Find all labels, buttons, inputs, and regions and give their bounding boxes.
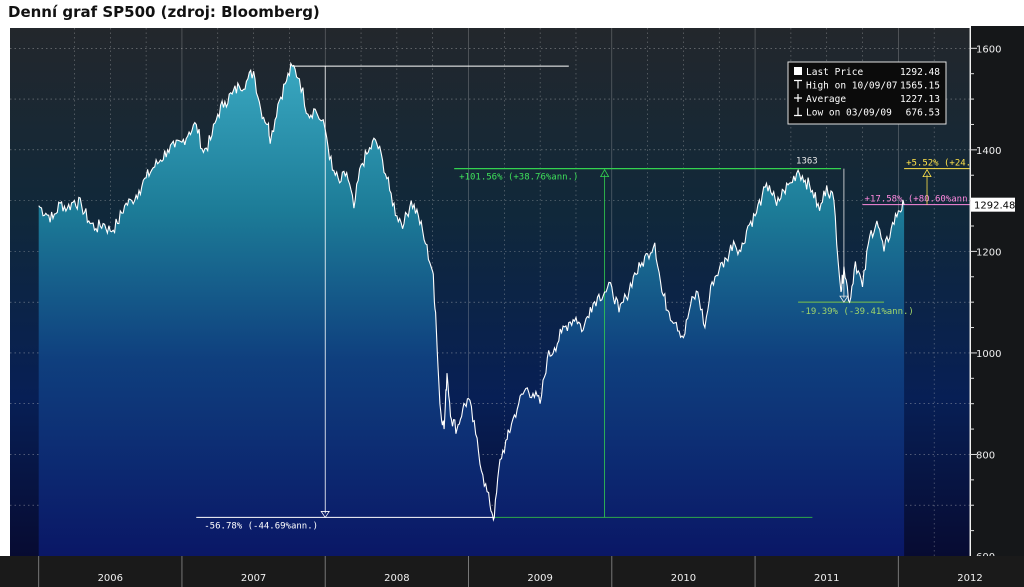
legend-average-icon (794, 94, 802, 102)
x-axis: 2006 2007 2008 2009 2010 2011 2012 (38, 556, 983, 587)
legend-label: Average (806, 94, 846, 105)
sp500-chart: -56.78% (-44.69%ann.) +101.56% (+38.76%an… (0, 26, 1024, 587)
target-arrow (922, 168, 932, 178)
legend-high-icon (794, 79, 802, 89)
y-axis: 6008001000120014001600 (969, 26, 1024, 563)
y-tick-label: 1400 (976, 146, 1001, 157)
decline-arrow (320, 511, 330, 519)
y-tick-label: 1000 (976, 349, 1001, 360)
y-axis-band (971, 26, 1024, 556)
year-label: 2012 (957, 573, 982, 584)
target-label: +5.52% (+24.33% (906, 159, 988, 169)
year-label: 2007 (241, 573, 266, 584)
y-tick-label: 1600 (976, 44, 1001, 55)
rise-arrow (599, 168, 610, 178)
legend-box (787, 61, 947, 125)
price-line (38, 61, 905, 522)
legend-label: Low on 03/09/09 (806, 108, 892, 119)
year-label: 2011 (814, 573, 839, 584)
year-label: 2006 (98, 573, 123, 584)
legend-value: 1227.13 (900, 94, 940, 105)
last-price-marker: 1292.48 (971, 197, 1015, 212)
year-label: 2008 (384, 573, 409, 584)
legend-label: Last Price (806, 67, 863, 78)
correction-arrow (839, 295, 849, 303)
correction-label: -19.39% (-39.41%ann.) (800, 307, 914, 317)
year-axis-band (0, 556, 1024, 587)
decline-label: -56.78% (-44.69%ann.) (204, 521, 318, 531)
year-label: 2009 (527, 573, 552, 584)
page-title: Denní graf SP500 (zdroj: Bloomberg) (8, 3, 320, 21)
year-label: 2010 (671, 573, 696, 584)
last-price-box (971, 197, 1015, 212)
y-tick-label: 800 (976, 450, 995, 461)
rise-2012-label: +17.58% (+80.60%ann.) (865, 195, 979, 205)
legend-value: 1565.15 (900, 81, 940, 92)
price-area (38, 63, 905, 556)
legend-low-icon (794, 107, 802, 117)
legend-square-icon (794, 67, 802, 75)
y-tick-label: 1200 (976, 247, 1001, 258)
legend-value: 1292.48 (900, 67, 940, 78)
legend-label: High on 10/09/07 (806, 81, 898, 92)
legend-value: 676.53 (906, 108, 940, 119)
annotations: -56.78% (-44.69%ann.) +101.56% (+38.76%an… (196, 65, 988, 531)
rise-label: +101.56% (+38.76%ann.) (459, 173, 578, 183)
peak-2011-label: 1363 (796, 157, 818, 167)
last-price-value: 1292.48 (974, 201, 1015, 212)
